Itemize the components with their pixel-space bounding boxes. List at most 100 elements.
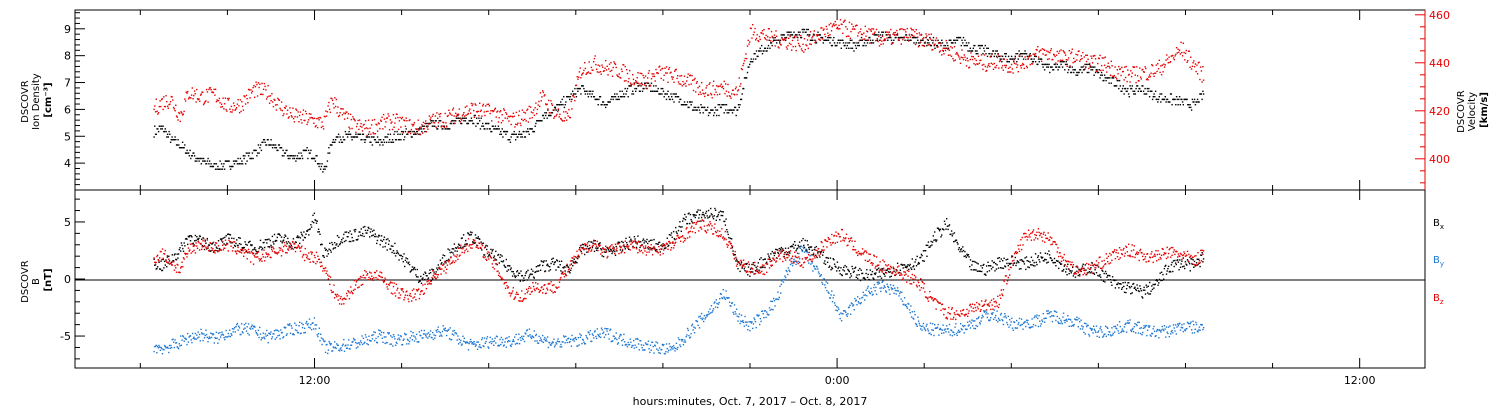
data-point bbox=[457, 343, 460, 345]
data-point bbox=[502, 261, 504, 263]
data-point bbox=[328, 340, 330, 343]
data-point bbox=[558, 116, 560, 118]
data-point bbox=[233, 105, 236, 107]
data-point bbox=[671, 76, 673, 78]
data-point bbox=[518, 272, 521, 274]
data-point bbox=[581, 85, 584, 87]
data-point bbox=[339, 348, 341, 350]
data-point bbox=[984, 44, 986, 47]
data-point bbox=[849, 39, 851, 41]
data-point bbox=[827, 35, 830, 37]
data-point bbox=[1049, 52, 1051, 54]
data-point bbox=[333, 107, 335, 109]
data-point bbox=[876, 39, 878, 41]
data-point bbox=[275, 329, 277, 331]
data-point bbox=[478, 115, 480, 117]
data-point bbox=[1039, 261, 1041, 263]
data-point bbox=[545, 260, 547, 262]
data-point bbox=[367, 343, 369, 346]
data-point bbox=[1103, 64, 1106, 66]
data-point bbox=[1055, 259, 1058, 262]
data-point bbox=[163, 105, 166, 108]
data-point bbox=[313, 157, 316, 160]
data-point bbox=[284, 152, 287, 154]
data-point bbox=[614, 96, 617, 98]
data-point bbox=[484, 246, 486, 248]
data-point bbox=[327, 250, 329, 252]
data-point bbox=[1105, 272, 1107, 275]
data-point bbox=[250, 89, 252, 91]
data-point bbox=[782, 39, 785, 41]
data-point bbox=[1112, 77, 1114, 79]
data-point bbox=[850, 30, 852, 33]
data-point bbox=[435, 271, 437, 273]
data-point bbox=[271, 246, 273, 248]
data-point bbox=[802, 237, 804, 240]
data-point bbox=[1092, 55, 1094, 57]
data-point bbox=[334, 141, 336, 143]
data-point bbox=[373, 136, 375, 138]
data-point bbox=[276, 329, 278, 331]
data-point bbox=[212, 333, 215, 335]
data-point bbox=[642, 238, 645, 240]
data-point bbox=[326, 343, 328, 346]
data-point bbox=[514, 343, 517, 345]
data-point bbox=[241, 163, 244, 165]
data-point bbox=[1114, 279, 1116, 282]
data-point bbox=[257, 334, 259, 336]
data-point bbox=[1054, 261, 1056, 264]
data-point bbox=[866, 269, 868, 271]
data-point bbox=[159, 349, 162, 351]
data-point bbox=[842, 32, 844, 34]
data-point bbox=[303, 149, 305, 152]
data-point bbox=[438, 330, 440, 333]
data-point bbox=[960, 248, 963, 250]
data-point bbox=[289, 332, 292, 334]
data-point bbox=[958, 56, 960, 58]
data-point bbox=[429, 118, 431, 121]
data-point bbox=[595, 247, 597, 249]
data-point bbox=[393, 133, 395, 135]
data-point bbox=[791, 39, 794, 42]
data-point bbox=[617, 75, 619, 77]
data-point bbox=[783, 34, 785, 36]
data-point bbox=[177, 139, 179, 141]
data-point bbox=[1118, 287, 1120, 289]
data-point bbox=[709, 112, 711, 114]
data-point bbox=[847, 42, 849, 44]
data-point bbox=[499, 338, 501, 341]
data-point bbox=[856, 42, 858, 44]
data-point bbox=[1181, 55, 1184, 57]
data-point bbox=[484, 114, 486, 117]
data-point bbox=[469, 338, 472, 341]
data-point bbox=[673, 238, 675, 240]
data-point bbox=[1174, 259, 1176, 262]
data-point bbox=[242, 155, 245, 157]
data-point bbox=[1188, 263, 1191, 265]
data-point bbox=[1037, 56, 1040, 58]
data-point bbox=[289, 155, 292, 157]
data-point bbox=[399, 133, 401, 135]
data-point bbox=[406, 133, 408, 135]
data-point bbox=[525, 333, 527, 335]
data-point bbox=[889, 35, 891, 37]
data-point bbox=[566, 96, 569, 98]
data-point bbox=[944, 44, 947, 47]
data-point bbox=[336, 112, 338, 114]
data-point bbox=[313, 221, 315, 224]
data-point bbox=[749, 275, 751, 277]
data-point bbox=[326, 111, 329, 113]
data-point bbox=[1106, 276, 1108, 278]
data-point bbox=[990, 268, 993, 270]
data-point bbox=[239, 99, 242, 101]
data-point bbox=[231, 237, 233, 239]
data-point bbox=[385, 117, 388, 119]
data-point bbox=[967, 60, 969, 62]
data-point bbox=[916, 255, 918, 258]
data-point bbox=[704, 217, 706, 219]
data-point bbox=[418, 133, 420, 135]
data-point bbox=[449, 112, 451, 114]
data-point bbox=[335, 98, 338, 101]
data-point bbox=[379, 144, 381, 146]
data-point bbox=[674, 93, 676, 95]
